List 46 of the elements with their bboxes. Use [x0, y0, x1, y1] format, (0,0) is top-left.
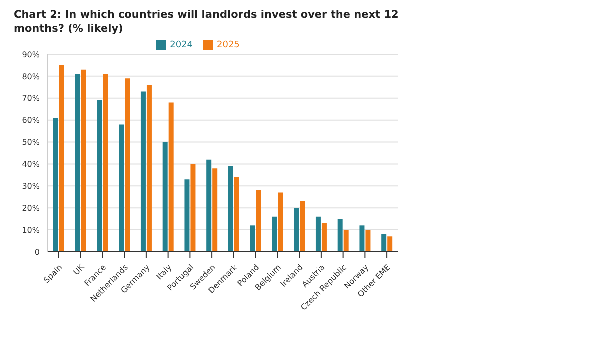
- y-tick-label: 90%: [22, 50, 40, 60]
- bar: [119, 124, 124, 252]
- bar: [206, 160, 212, 252]
- bar: [140, 92, 146, 252]
- bar: [97, 100, 102, 252]
- legend-label: 2025: [217, 40, 240, 50]
- bar: [103, 74, 108, 252]
- y-tick-label: 60%: [22, 116, 40, 126]
- y-tick-label: 50%: [22, 138, 40, 148]
- bar: [256, 190, 262, 252]
- y-tick-label: 10%: [22, 226, 40, 235]
- bar: [212, 168, 218, 252]
- bar: [81, 70, 86, 252]
- y-tick-label: 70%: [22, 94, 40, 104]
- bar: [344, 230, 349, 252]
- y-tick-label: 30%: [22, 182, 40, 191]
- bar: [190, 164, 196, 252]
- bar: [388, 236, 393, 252]
- bar: [146, 85, 152, 252]
- bar: [125, 78, 130, 252]
- legend-label: 2024: [170, 40, 193, 50]
- bar: [294, 208, 300, 252]
- bar: [162, 142, 168, 252]
- bar: [59, 65, 64, 252]
- y-tick-label: 0: [34, 248, 40, 257]
- y-tick-label: 80%: [22, 72, 40, 82]
- bar: [250, 226, 256, 252]
- bar: [360, 226, 365, 252]
- bar: [234, 177, 240, 252]
- bar: [300, 202, 306, 252]
- bar: [322, 223, 327, 252]
- bar: [75, 74, 80, 252]
- x-tick-label: UK: [72, 262, 87, 278]
- bar: [366, 230, 371, 252]
- bar: [53, 118, 58, 252]
- bar: [382, 234, 387, 252]
- bar: [338, 219, 343, 252]
- bar: [168, 102, 174, 252]
- y-tick-label: 40%: [22, 160, 40, 170]
- chart-title: Chart 2: In which countries will landlords invest over the next 12 months? (% likely): [14, 8, 400, 36]
- y-tick-label: 20%: [22, 204, 40, 213]
- bar: [184, 180, 190, 252]
- bar: [278, 192, 284, 252]
- bar: [316, 216, 321, 252]
- bar: [272, 216, 278, 252]
- bar: [228, 166, 234, 252]
